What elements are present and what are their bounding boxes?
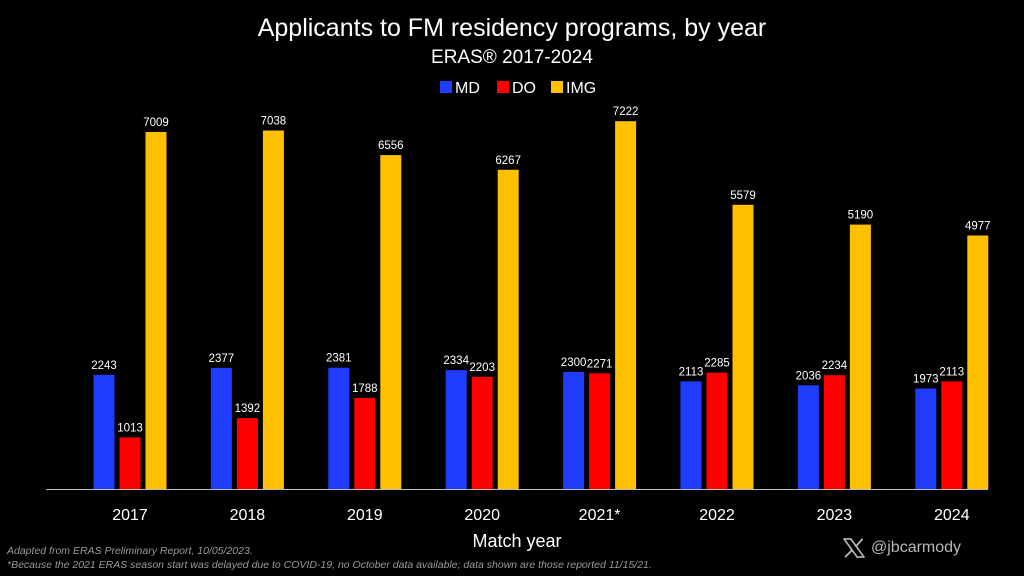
bar-img-2024 xyxy=(967,235,989,489)
x-axis-label: Match year xyxy=(472,531,561,551)
attribution: @jbcarmody xyxy=(843,538,961,558)
data-label-img-2017: 7009 xyxy=(143,117,169,129)
bar-md-2022 xyxy=(680,381,702,489)
bar-md-2024 xyxy=(915,388,937,489)
twitter-handle: @jbcarmody xyxy=(871,539,962,556)
bar-do-2020 xyxy=(471,376,493,489)
x-tick-label-2022: 2022 xyxy=(699,507,735,524)
bar-do-2021 xyxy=(589,373,611,489)
data-label-img-2022: 5579 xyxy=(730,190,756,202)
bar-md-2020 xyxy=(445,370,467,489)
data-label-do-2019: 1788 xyxy=(352,383,378,395)
bar-do-2022 xyxy=(706,372,728,489)
x-tick-label-2023: 2023 xyxy=(817,507,853,524)
bar-do-2017 xyxy=(119,437,141,489)
bar-img-2020 xyxy=(497,169,519,490)
data-label-img-2023: 5190 xyxy=(848,210,874,222)
bar-img-2023 xyxy=(849,224,871,489)
bar-md-2018 xyxy=(210,367,232,489)
x-tick-label-2018: 2018 xyxy=(230,507,266,524)
bar-md-2023 xyxy=(797,385,819,489)
x-tick-label-2020: 2020 xyxy=(464,507,500,524)
bars-group: 2243 1013 7009 2377 1392 7038 2381 1788 6556 2334… xyxy=(91,106,991,490)
x-tick-label-2019: 2019 xyxy=(347,507,383,524)
data-label-md-2020: 2334 xyxy=(443,355,469,367)
bar-md-2021 xyxy=(563,371,585,489)
data-label-do-2018: 1392 xyxy=(235,403,261,415)
data-label-md-2018: 2377 xyxy=(209,353,235,365)
legend-label-md: MD xyxy=(455,80,480,97)
bar-img-2017 xyxy=(145,132,167,489)
legend-swatch-md xyxy=(440,81,452,93)
chart-title: Applicants to FM residency programs, by … xyxy=(258,14,767,42)
data-label-img-2024: 4977 xyxy=(965,221,991,233)
legend-label-img: IMG xyxy=(566,80,596,97)
x-tick-label-2024: 2024 xyxy=(934,507,970,524)
data-label-md-2023: 2036 xyxy=(796,370,822,382)
data-label-do-2024: 2113 xyxy=(939,366,964,378)
x-tick-labels: 2017 2018 2019 2020 2021* 2022 2023 2024 xyxy=(112,507,969,524)
legend-label-do: DO xyxy=(512,80,536,97)
covid-footnote: *Because the 2021 ERAS season start was … xyxy=(7,559,652,571)
data-label-md-2021: 2300 xyxy=(561,357,587,369)
source-footnote: Adapted from ERAS Preliminary Report, 10… xyxy=(7,545,253,557)
bar-do-2024 xyxy=(941,381,963,489)
x-logo-icon xyxy=(843,538,865,558)
bar-do-2019 xyxy=(354,397,376,489)
data-label-md-2022: 2113 xyxy=(679,366,704,378)
data-label-do-2021: 2271 xyxy=(587,358,613,370)
bar-img-2021 xyxy=(615,121,637,489)
bar-img-2019 xyxy=(380,155,402,489)
data-label-md-2017: 2243 xyxy=(91,360,117,372)
bar-do-2018 xyxy=(236,418,258,489)
bar-md-2019 xyxy=(328,367,350,489)
data-label-img-2018: 7038 xyxy=(261,116,287,128)
data-label-do-2017: 1013 xyxy=(117,422,143,434)
bar-do-2023 xyxy=(823,375,845,489)
x-tick-label-2017: 2017 xyxy=(112,507,148,524)
data-label-do-2022: 2285 xyxy=(704,358,730,370)
chart-subtitle: ERAS® 2017-2024 xyxy=(431,47,593,68)
legend-swatch-do xyxy=(497,81,509,93)
data-label-img-2019: 6556 xyxy=(378,140,404,152)
legend-swatch-img xyxy=(551,81,563,93)
data-label-md-2019: 2381 xyxy=(326,353,352,365)
bar-img-2022 xyxy=(732,204,754,490)
data-label-img-2020: 6267 xyxy=(495,155,521,167)
x-tick-label-2021: 2021* xyxy=(579,507,621,524)
data-label-do-2020: 2203 xyxy=(469,362,495,374)
bar-img-2018 xyxy=(262,130,284,489)
data-label-md-2024: 1973 xyxy=(913,374,939,386)
data-label-img-2021: 7222 xyxy=(613,106,639,118)
bar-md-2017 xyxy=(93,374,115,489)
legend: MD DO IMG xyxy=(440,80,596,97)
data-label-do-2023: 2234 xyxy=(822,360,848,372)
